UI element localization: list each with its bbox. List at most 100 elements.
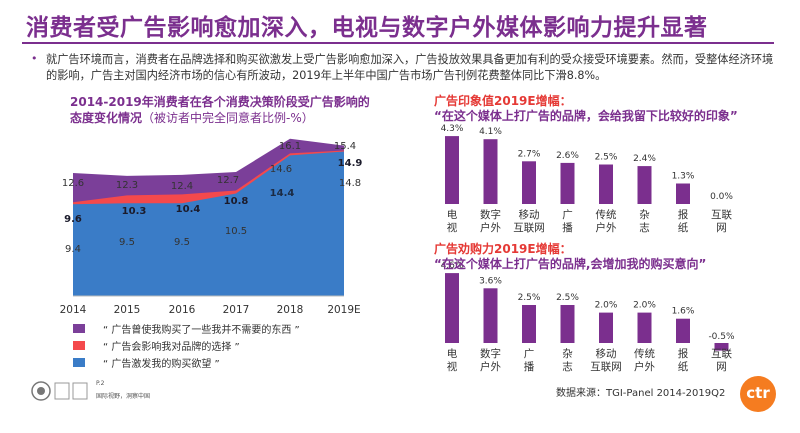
data-label-red: 9.6 xyxy=(64,214,82,225)
bar-value-label: 2.5% xyxy=(518,293,541,303)
left-chart-title-line2: 态度变化情况 xyxy=(70,111,143,125)
legend-swatch xyxy=(73,341,85,350)
bar-value-label: 3.6% xyxy=(479,276,502,286)
bar-value-label: 4.6% xyxy=(441,261,464,271)
bar-value-label: 1.3% xyxy=(672,172,695,182)
bar-value-label: 2.0% xyxy=(595,301,618,311)
bar xyxy=(445,136,459,204)
intro-bullet: • xyxy=(31,52,38,65)
bar xyxy=(560,162,575,204)
bar xyxy=(560,305,575,343)
bar xyxy=(676,183,690,204)
bar-category-label: 广 xyxy=(524,348,535,360)
bar-category-label: 电 xyxy=(447,208,458,221)
bar xyxy=(522,161,536,204)
persuasion-chart-title: 广告劝购力2019E增幅： “在这个媒体上打广告的品牌,会增加我的购买意向” xyxy=(434,242,706,272)
legend-item: “ 广告曾使我购买了一些我并不需要的东西 ” xyxy=(73,320,300,337)
data-label-red: 10.4 xyxy=(176,204,201,215)
bar xyxy=(714,343,729,351)
bar-category-label: 户外 xyxy=(480,360,501,373)
x-tick-label: 2015 xyxy=(114,304,141,316)
bar-category-label: 互联 xyxy=(711,209,732,221)
bar xyxy=(676,318,690,343)
data-label-purple: 12.4 xyxy=(171,181,193,192)
persuasion-chart-title-a: 广告劝购力2019E增幅： xyxy=(434,242,572,256)
bar-value-label: 2.4% xyxy=(633,154,656,164)
bar-category-label: 互联 xyxy=(711,348,732,360)
legend-label: “ 广告会影响我对品牌的选择 ” xyxy=(103,342,240,353)
bar xyxy=(637,312,652,343)
bar-category-label: 数字 xyxy=(480,347,501,360)
bar-category-label: 互联网 xyxy=(590,361,622,373)
bar xyxy=(599,312,613,343)
bar-category-label: 视 xyxy=(447,360,458,373)
bar-value-label: 4.1% xyxy=(479,127,502,137)
x-tick-label: 2018 xyxy=(277,304,304,316)
bar-category-label: 杂 xyxy=(562,348,573,360)
bar-category-label: 移动 xyxy=(519,208,540,221)
bar-category-label: 志 xyxy=(562,360,573,373)
bar-category-label: 视 xyxy=(447,221,458,234)
legend-item: “ 广告激发我的购买欲望 ” xyxy=(73,354,300,371)
bar xyxy=(445,273,459,343)
legend-swatch xyxy=(73,324,85,333)
bar xyxy=(522,305,536,343)
x-tick-label: 2019E xyxy=(327,304,360,316)
area-chart-legend: “ 广告曾使我购买了一些我并不需要的东西 ” “ 广告会影响我对品牌的选择 ” … xyxy=(73,320,300,371)
bar xyxy=(637,166,652,204)
bar-value-label: 2.7% xyxy=(518,149,541,159)
bar-category-label: 纸 xyxy=(678,360,689,373)
data-source: 数据来源：TGI-Panel 2014-2019Q2 xyxy=(556,388,726,399)
legend-swatch xyxy=(73,358,85,367)
footer-slogan: 国际视野，洞察中国 xyxy=(96,393,151,400)
bar-category-label: 传统 xyxy=(634,347,655,360)
legend-label: “ 广告激发我的购买欲望 ” xyxy=(103,359,220,370)
title-divider xyxy=(22,42,774,44)
bar-category-label: 杂 xyxy=(639,209,650,221)
bar-category-label: 广 xyxy=(562,209,573,221)
impression-chart-title: 广告印象值2019E增幅： “在这个媒体上打广告的品牌，会给我留下比较好的印象” xyxy=(434,94,738,124)
bar xyxy=(483,139,498,204)
left-chart-title: 2014-2019年消费者在各个消费决策阶段受广告影响的 态度变化情况（被访者中… xyxy=(70,94,370,126)
intro-paragraph: 就广告环境而言，消费者在品牌选择和购买欲激发上受广告影响愈加深入，广告投放效果具… xyxy=(46,53,774,82)
page-number: P.2 xyxy=(96,380,105,387)
data-label-blue: 9.4 xyxy=(65,244,81,255)
data-label-blue: 10.5 xyxy=(225,226,247,237)
persuasion-chart-title-b: “在这个媒体上打广告的品牌,会增加我的购买意向” xyxy=(434,257,707,271)
x-tick-label: 2016 xyxy=(169,304,196,316)
data-label-purple: 16.1 xyxy=(279,141,301,152)
bar-value-label: 2.5% xyxy=(595,153,618,163)
data-label-purple: 12.7 xyxy=(217,175,239,186)
bar-category-label: 户外 xyxy=(480,221,501,234)
impression-chart-title-b: “在这个媒体上打广告的品牌，会给我留下比较好的印象” xyxy=(434,109,738,123)
bar-category-label: 移动 xyxy=(596,347,617,360)
impression-chart-title-a: 广告印象值2019E增幅： xyxy=(434,94,572,108)
ctr-logo: ctr xyxy=(740,376,776,412)
bar xyxy=(483,288,498,343)
data-label-blue: 14.4 xyxy=(270,188,295,199)
x-tick-label: 2017 xyxy=(223,304,250,316)
bar-category-label: 电 xyxy=(447,347,458,360)
data-label-red: 10.3 xyxy=(122,206,147,217)
bar-category-label: 报 xyxy=(678,208,689,221)
data-label-blue: 9.5 xyxy=(174,237,190,248)
bar-category-label: 网 xyxy=(716,222,727,234)
bar-value-label: 0.0% xyxy=(710,192,733,202)
left-chart-title-line1: 2014-2019年消费者在各个消费决策阶段受广告影响的 xyxy=(70,95,370,109)
bar-value-label: 1.6% xyxy=(672,307,695,317)
bar-category-label: 播 xyxy=(524,360,535,373)
data-label-purple: 12.3 xyxy=(116,180,138,191)
bar-category-label: 播 xyxy=(562,221,573,234)
bar-value-label: -0.5% xyxy=(708,332,735,342)
bar-category-label: 户外 xyxy=(634,360,655,373)
bar-category-label: 户外 xyxy=(596,221,617,234)
data-label-purple: 12.6 xyxy=(62,178,84,189)
area-series-0 xyxy=(73,151,344,296)
bar-category-label: 志 xyxy=(639,221,650,234)
bar-value-label: 2.0% xyxy=(633,301,656,311)
left-chart-title-sub: （被访者中完全同意者比例-%） xyxy=(142,111,314,125)
data-label-blue: 14.8 xyxy=(339,178,361,189)
bar-category-label: 纸 xyxy=(678,221,689,234)
bar-category-label: 网 xyxy=(716,361,727,373)
